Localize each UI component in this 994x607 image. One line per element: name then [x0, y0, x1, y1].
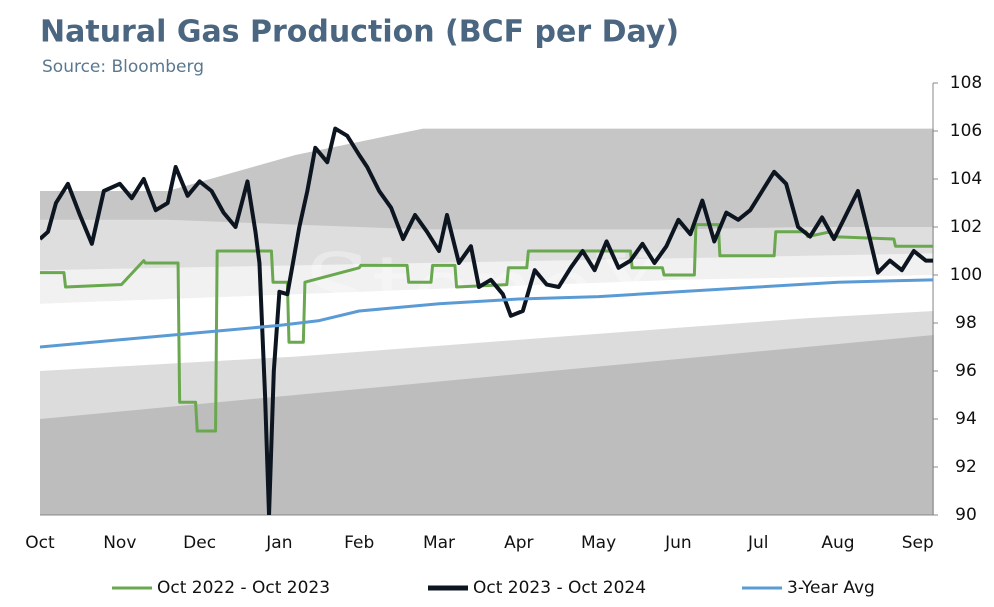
series-line — [40, 223, 933, 433]
y-tick-label: 102 — [950, 217, 982, 237]
x-tick-label: Oct — [25, 533, 55, 553]
x-tick-label: Jun — [664, 533, 692, 553]
y-tick-label: 100 — [950, 265, 982, 285]
y-tick-label: 98 — [955, 313, 977, 333]
legend-label: Oct 2022 - Oct 2023 — [157, 578, 330, 598]
series-line — [40, 278, 933, 349]
x-tick-label: May — [581, 533, 616, 553]
x-tick-label: Dec — [183, 533, 216, 553]
x-tick-label: Nov — [103, 533, 136, 553]
x-tick-label: Aug — [821, 533, 854, 553]
y-tick-label: 104 — [950, 169, 982, 189]
x-tick-label: Jul — [747, 533, 769, 553]
chart-subtitle: Source: Bloomberg — [42, 57, 204, 77]
y-tick-label: 106 — [950, 121, 982, 141]
x-tick-label: Jan — [265, 533, 292, 553]
chart-title: Natural Gas Production (BCF per Day) — [40, 15, 679, 50]
legend-label: Oct 2023 - Oct 2024 — [473, 578, 646, 598]
y-tick-label: 96 — [955, 361, 977, 381]
y-tick-label: 92 — [955, 457, 977, 477]
legend-label: 3-Year Avg — [787, 578, 875, 598]
y-tick-label: 94 — [955, 409, 977, 429]
y-tick-label: 108 — [950, 73, 982, 93]
x-tick-label: Mar — [423, 533, 455, 553]
y-tick-label: 90 — [955, 505, 977, 525]
series-line — [40, 126, 933, 515]
x-tick-label: Feb — [344, 533, 374, 553]
x-tick-label: Sep — [902, 533, 934, 553]
x-tick-label: Apr — [504, 533, 533, 553]
range-band — [40, 335, 934, 515]
